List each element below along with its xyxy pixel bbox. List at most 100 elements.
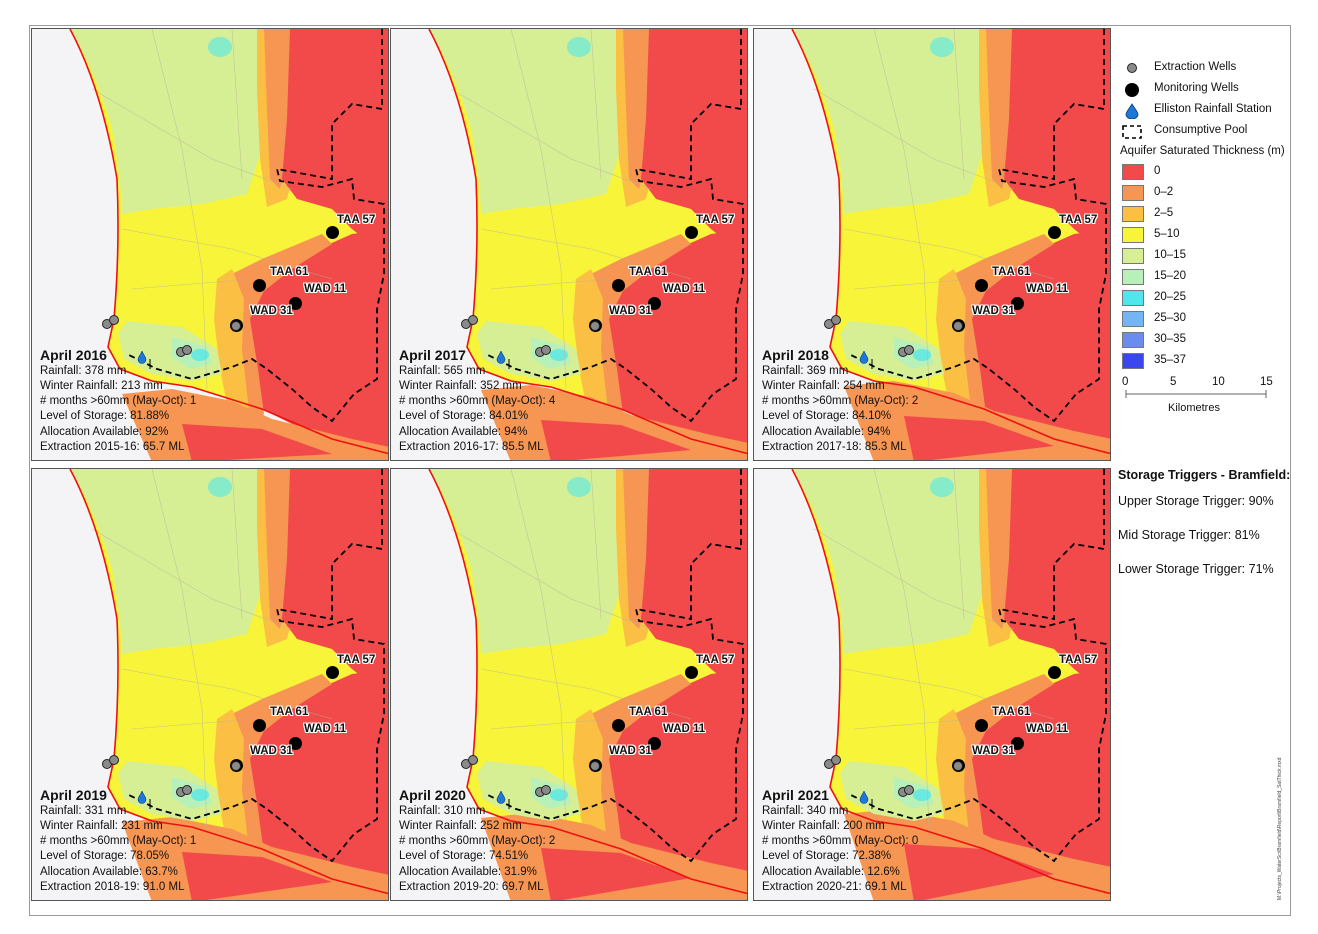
rainfall-station-icon — [859, 351, 869, 364]
well-label-taa61: TAA 61 — [270, 706, 309, 718]
monitoring-well-wad11 — [1011, 297, 1024, 310]
extraction-well — [590, 321, 600, 331]
green-zone — [792, 29, 1014, 214]
map-panel: TAA 57 TAA 61 WAD 11 WAD 31 April 2017 Rainfa… — [390, 28, 748, 461]
coastline-south — [873, 820, 1110, 895]
extraction-well — [468, 755, 478, 765]
panel-stat: Level of Storage: 72.38% — [762, 850, 892, 863]
saturated-thickness-map — [754, 469, 1110, 900]
coastline-south — [510, 380, 747, 455]
dashed-boundary-icon — [1120, 124, 1144, 143]
extraction-well — [109, 315, 119, 325]
panel-stat: # months >60mm (May-Oct): 1 — [40, 395, 197, 408]
red-zone-south — [182, 852, 332, 900]
extraction-well — [541, 785, 551, 795]
well-label-taa61: TAA 61 — [992, 266, 1031, 278]
orange-band-core — [623, 469, 649, 629]
panel-stat: Rainfall: 340 mm — [762, 804, 849, 817]
panel-stat: Rainfall: 378 mm — [40, 364, 127, 377]
panel-stat: Winter Rainfall: 200 mm — [762, 819, 885, 832]
legend-class-row: 2–5 — [1116, 204, 1296, 225]
panel-title: April 2017 — [399, 346, 466, 363]
legend-class-row: 15–20 — [1116, 267, 1296, 288]
road-lines — [813, 469, 1055, 830]
panel-title: April 2016 — [40, 346, 107, 363]
legend: Extraction Wells Monitoring Wells Ellist… — [1116, 58, 1296, 372]
consumptive-pool-boundary — [126, 469, 385, 863]
monitoring-well-taa61 — [253, 719, 266, 732]
legend-class-label: 25–30 — [1154, 312, 1186, 324]
orange-band-core — [264, 29, 290, 189]
extraction-well — [904, 345, 914, 355]
extraction-well — [182, 345, 192, 355]
scale-bar: 0 5 10 15 Kilometres — [1116, 376, 1286, 416]
panel-stat: Rainfall: 565 mm — [399, 364, 486, 377]
monitoring-well-wad11 — [648, 297, 661, 310]
panel-stat: Allocation Available: 31.9% — [399, 865, 537, 878]
consumptive-pool-boundary — [848, 469, 1107, 863]
legend-thickness-title-row: Aquifer Saturated Thickness (m) — [1116, 142, 1296, 162]
well-label-wad11: WAD 11 — [304, 723, 347, 735]
legend-class-row: 0 — [1116, 162, 1296, 183]
well-label-taa57: TAA 57 — [696, 214, 735, 226]
well-label-wad11: WAD 11 — [663, 283, 706, 295]
legend-class-row: 5–10 — [1116, 225, 1296, 246]
storage-triggers: Storage Triggers - Bramfield: Upper Stor… — [1118, 468, 1308, 596]
red-zone-east — [601, 229, 747, 460]
ocean-area — [754, 469, 1110, 900]
monitoring-well-taa61 — [975, 279, 988, 292]
legend-class-label: 0–2 — [1154, 186, 1174, 198]
legend-class-label: 20–25 — [1154, 291, 1186, 303]
monitoring-well-taa57 — [1048, 666, 1061, 679]
legend-swatch — [1122, 269, 1144, 285]
legend-class-row: 0–2 — [1116, 183, 1296, 204]
panel-stat: Extraction 2019-20: 69.7 ML — [399, 880, 544, 893]
road-lines — [813, 29, 1055, 390]
panel-stat: Allocation Available: 12.6% — [762, 865, 900, 878]
well-label-wad31: WAD 31 — [250, 745, 293, 757]
ocean-area — [32, 469, 388, 900]
red-zone-south — [904, 416, 1054, 460]
red-zone-south — [541, 420, 691, 460]
rainfall-station-icon — [859, 791, 869, 804]
cyan-spot — [567, 477, 591, 497]
legend-swatch — [1122, 290, 1144, 306]
rainfall-drop-icon — [1120, 103, 1144, 122]
rainfall-station-icon — [496, 351, 506, 364]
panel-stat: Extraction 2018-19: 91.0 ML — [40, 880, 185, 893]
coastline — [69, 469, 153, 822]
cyan-spot — [913, 789, 931, 801]
panel-stat: Extraction 2017-18: 85.3 ML — [762, 440, 907, 453]
lower-trigger: Lower Storage Trigger: 71% — [1118, 562, 1274, 576]
panel-info: April 2016 Rainfall: 378 mm Winter Rainfal… — [40, 347, 196, 455]
ocean-area — [391, 469, 747, 900]
legend-swatch — [1122, 164, 1144, 180]
monitoring-well-taa57 — [685, 226, 698, 239]
panel-title: April 2018 — [762, 346, 829, 363]
monitoring-well-wad11 — [289, 737, 302, 750]
file-path-note: M:\Projects_WaterSci\Bramfield\Report\Br… — [1277, 757, 1283, 900]
road-lines — [91, 469, 333, 830]
well-label-taa57: TAA 57 — [337, 654, 376, 666]
legend-swatch — [1122, 332, 1144, 348]
legend-rainfall-station: Elliston Rainfall Station — [1116, 100, 1296, 121]
consumptive-pool-boundary — [126, 29, 385, 423]
panel-stat: Allocation Available: 94% — [762, 425, 891, 438]
panel-stat: # months >60mm (May-Oct): 2 — [762, 395, 919, 408]
extraction-well — [231, 761, 241, 771]
panel-title: April 2021 — [762, 786, 829, 803]
extraction-well — [831, 315, 841, 325]
panel-stat: Level of Storage: 74.51% — [399, 850, 529, 863]
legend-class-row: 30–35 — [1116, 330, 1296, 351]
red-zone-south — [541, 848, 691, 900]
mid-trigger: Mid Storage Trigger: 81% — [1118, 528, 1260, 542]
saturated-thickness-map — [32, 469, 388, 900]
orange-band-core — [986, 29, 1012, 189]
legend-class-label: 5–10 — [1154, 228, 1180, 240]
well-label-taa57: TAA 57 — [696, 654, 735, 666]
triggers-title: Storage Triggers - Bramfield: — [1118, 468, 1291, 482]
panel-info: April 2017 Rainfall: 565 mm Winter Rainfal… — [399, 347, 555, 455]
red-zone-south — [182, 424, 332, 460]
orange-band-core — [623, 29, 649, 189]
legend-consumptive-pool: Consumptive Pool — [1116, 121, 1296, 142]
